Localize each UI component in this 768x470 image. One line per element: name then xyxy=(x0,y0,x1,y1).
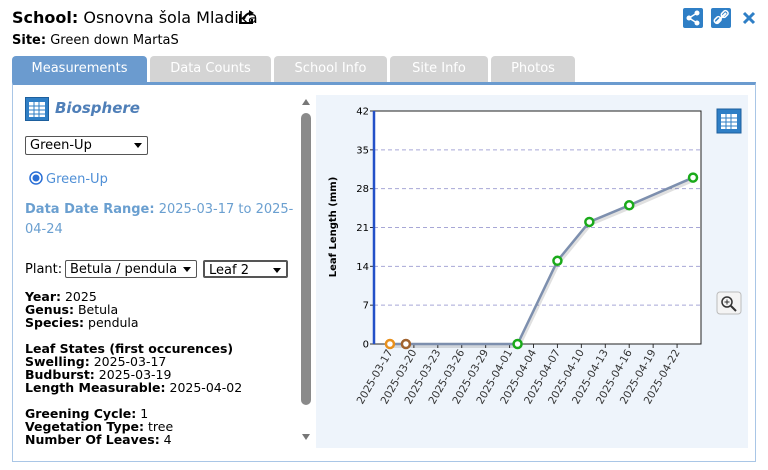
info-row: Species: pendula xyxy=(25,316,139,329)
plant-select[interactable]: Betula / pendula xyxy=(65,260,197,278)
value: Betula xyxy=(77,302,119,317)
label: Length Measurable: xyxy=(25,380,166,395)
tab-panel xyxy=(12,82,756,462)
y-tick-label: 7 xyxy=(363,301,369,312)
y-tick-label: 28 xyxy=(356,184,369,195)
info-row: Genus: Betula xyxy=(25,303,139,316)
cycle: Greening Cycle: 1 Vegetation Type: tree … xyxy=(25,407,173,446)
tab[interactable]: Photos xyxy=(491,56,575,82)
leaf-select[interactable]: Leaf 2 xyxy=(203,260,288,278)
value: 1 xyxy=(140,406,149,421)
info: Year: 2025 Genus: Betula Species: pendul… xyxy=(25,290,139,329)
site-name: Green down MartaS xyxy=(50,33,179,48)
value: pendula xyxy=(88,315,139,330)
marker xyxy=(623,200,635,211)
chart-table-button[interactable] xyxy=(716,108,742,134)
marker xyxy=(400,338,412,350)
site-label: Site: xyxy=(12,33,47,48)
value: 2025-03-17 xyxy=(93,354,167,369)
toolbar-icons xyxy=(683,8,756,28)
date-range-value: 2025-03-17 to 2025-04-24 xyxy=(25,202,294,237)
table-icon xyxy=(25,97,49,121)
radio[interactable] xyxy=(29,171,43,185)
school-name: Osnovna šola Mladika xyxy=(83,8,258,27)
value: tree xyxy=(148,419,174,434)
label: Species: xyxy=(25,315,85,330)
tab[interactable]: School Info xyxy=(274,56,387,82)
open-icon[interactable] xyxy=(238,9,256,25)
value: 4 xyxy=(163,432,172,447)
y-tick-label: 42 xyxy=(356,107,369,118)
leaf-states: Leaf States (first occurences) Swelling:… xyxy=(25,342,242,394)
label: Swelling: xyxy=(25,354,90,369)
marker xyxy=(512,338,523,350)
label: Genus: xyxy=(25,302,74,317)
link-button[interactable] xyxy=(711,8,731,28)
y-tick-label: 14 xyxy=(356,262,369,273)
date-range: Data Date Range: 2025-03-17 to 2025-04-2… xyxy=(25,200,305,240)
y-tick-label: 35 xyxy=(356,145,369,156)
value: 2025-04-02 xyxy=(169,380,243,395)
marker xyxy=(552,255,563,267)
zoom-button[interactable] xyxy=(716,291,742,315)
tab[interactable]: Data Counts xyxy=(150,56,271,82)
info-row: Swelling: 2025-03-17 xyxy=(25,355,242,368)
value: 2025 xyxy=(64,289,97,304)
info-row: Number Of Leaves: 4 xyxy=(25,433,173,446)
marker xyxy=(584,216,595,228)
tab[interactable]: Measurements xyxy=(12,56,147,82)
label: Greening Cycle: xyxy=(25,406,137,421)
y-tick-label: 0 xyxy=(363,340,369,351)
share-button[interactable] xyxy=(683,8,703,28)
label: Vegetation Type: xyxy=(25,419,145,434)
info-row: Budburst: 2025-03-19 xyxy=(25,368,242,381)
site-line: Site: Green down MartaS xyxy=(12,33,179,48)
panel-title: Biosphere xyxy=(55,99,140,117)
y-tick-label: 21 xyxy=(356,223,369,234)
label: Number Of Leaves: xyxy=(25,432,160,447)
y-axis-label: Leaf Length (mm) xyxy=(328,177,339,278)
scrollbar[interactable] xyxy=(299,97,313,443)
label: Year: xyxy=(25,289,61,304)
protocol-select[interactable]: Green-Up xyxy=(25,136,148,155)
section-title: Leaf States (first occurences) xyxy=(25,341,234,356)
info-row: Length Measurable: 2025-04-02 xyxy=(25,381,242,394)
info-row: Vegetation Type: tree xyxy=(25,420,173,433)
radio-label: Green-Up xyxy=(46,172,108,187)
value: 2025-03-19 xyxy=(98,367,172,382)
school-label: School: xyxy=(12,8,79,27)
marker xyxy=(384,338,396,350)
info-row: Year: 2025 xyxy=(25,290,139,303)
close-button[interactable] xyxy=(742,11,756,25)
info-row: Greening Cycle: 1 xyxy=(25,407,173,420)
marker xyxy=(687,172,699,183)
plant-label: Plant: xyxy=(25,262,63,277)
chart: Leaf Length (mm) 0714212835422025-03-172… xyxy=(316,95,748,448)
tab[interactable]: Site Info xyxy=(390,56,488,82)
school-line: School: Osnovna šola Mladika xyxy=(12,8,258,27)
label: Budburst: xyxy=(25,367,95,382)
date-range-label: Data Date Range: xyxy=(25,202,155,217)
